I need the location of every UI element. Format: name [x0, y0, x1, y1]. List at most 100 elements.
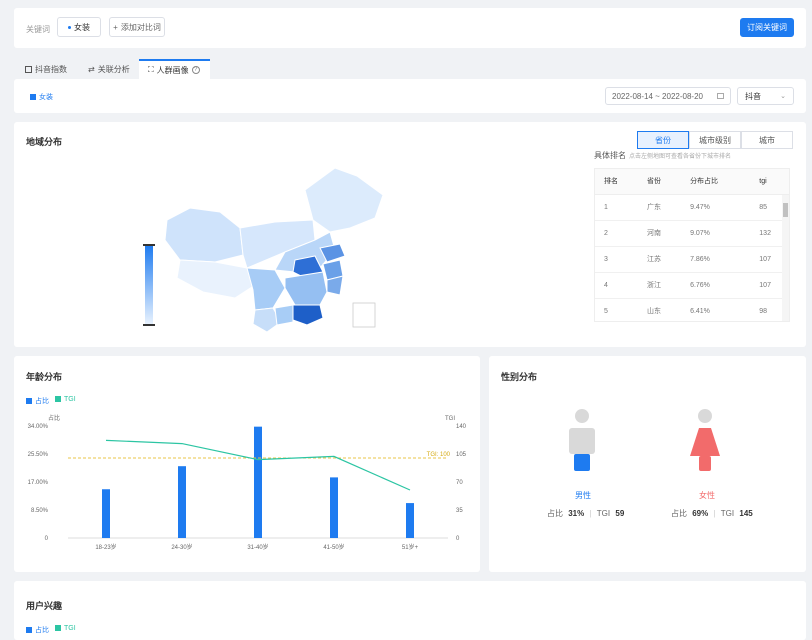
tab-related-analysis[interactable]: ⇄ 关联分析 — [88, 60, 130, 78]
female-label: 女性 — [699, 491, 715, 500]
table-cell: 6.76% — [681, 272, 751, 299]
gender-title: 性别分布 — [501, 372, 538, 382]
col-ratio: 分布占比 — [681, 169, 751, 195]
table-row[interactable]: 3 江苏 7.86% 107 — [595, 246, 789, 273]
legend-label: 占比 — [35, 627, 49, 634]
male-label: 男性 — [575, 491, 591, 500]
map-region-shandong[interactable] — [319, 243, 346, 263]
stat-divider: | — [713, 509, 716, 518]
segment-city[interactable]: 城市 — [741, 131, 793, 149]
map-region-guangdong[interactable] — [292, 304, 324, 326]
left-tick-label: 8.50% — [31, 508, 49, 514]
map-region-north[interactable] — [304, 167, 384, 233]
age-bar[interactable] — [178, 466, 186, 538]
right-tick-label: 35 — [456, 508, 463, 514]
right-tick-label: 70 — [456, 480, 463, 486]
keyword-tag-label: 女装 — [74, 22, 90, 32]
age-title: 年龄分布 — [26, 372, 63, 382]
age-bar[interactable] — [254, 426, 262, 538]
age-bar[interactable] — [102, 489, 110, 538]
south-sea-inset — [352, 302, 376, 328]
male-stats: 占比 31% | TGI 59 — [547, 508, 624, 519]
scale-handle-top[interactable] — [143, 244, 155, 246]
right-tick-label: 140 — [456, 424, 467, 430]
tab-crowd-portrait[interactable]: ⛶ 人群画像 ? — [139, 59, 210, 79]
tab-label: 关联分析 — [97, 64, 130, 74]
filter-bar: 女装 2022-08-14 ~ 2022-08-20 抖音 ⌄ — [14, 79, 806, 113]
tab-douyin-index[interactable]: 抖音指数 — [25, 60, 67, 78]
table-cell: 9.47% — [681, 194, 751, 221]
link-icon: ⇄ — [88, 64, 95, 74]
table-cell: 4 — [595, 272, 639, 299]
x-tick-label: 41-50岁 — [323, 543, 344, 551]
table-row[interactable]: 1 广东 9.47% 85 — [595, 194, 789, 221]
female-figure-icon — [690, 409, 720, 471]
age-chart[interactable]: 占比 TGI 34.00% 25.50% 17.00% 8.50% 0 140 105 70 35 0… — [14, 356, 480, 572]
interest-card: 用户兴趣 占比 TGI — [14, 581, 806, 640]
male-tgi-value: 59 — [615, 509, 625, 518]
legend-label: 女装 — [39, 94, 53, 101]
interest-title: 用户兴趣 — [26, 601, 63, 611]
table-cell: 3 — [595, 246, 639, 273]
segment-province[interactable]: 省份 — [637, 131, 689, 149]
female-tgi-label: TGI — [720, 509, 735, 518]
platform-select[interactable]: 抖音 ⌄ — [737, 87, 794, 105]
tgi-line — [105, 439, 411, 491]
right-tick-label: 0 — [456, 536, 460, 542]
legend-square-icon — [26, 398, 32, 405]
table-row[interactable]: 5 山东 6.41% 98 — [595, 298, 789, 321]
legend-square-icon — [55, 625, 61, 632]
table-row[interactable]: 2 河南 9.07% 132 — [595, 220, 789, 247]
chevron-down-icon: ⌄ — [780, 93, 786, 100]
age-bar[interactable] — [406, 503, 414, 538]
segment-city-level[interactable]: 城市级别 — [689, 131, 741, 149]
male-ratio-value: 31% — [568, 509, 585, 518]
tab-label: 人群画像 — [156, 65, 189, 75]
rank-hint: 点击左侧地图可查看各省份下城市排名 — [629, 154, 732, 160]
table-cell: 98 — [750, 298, 789, 321]
male-tgi-label: TGI — [596, 509, 611, 518]
map-region-south-central[interactable] — [284, 271, 328, 306]
map-region-sichuan[interactable] — [246, 267, 286, 311]
age-bar[interactable] — [330, 477, 338, 538]
right-axis-title: TGI — [445, 416, 455, 422]
interest-legend-ratio[interactable]: 占比 — [26, 625, 49, 635]
map-region-zhejiang[interactable] — [326, 275, 344, 296]
interest-legend-tgi[interactable]: TGI — [55, 625, 76, 632]
rank-title: 具体排名 — [594, 151, 626, 160]
keyword-tag[interactable]: 女装 — [57, 17, 101, 37]
scale-handle-bottom[interactable] — [143, 324, 155, 326]
map-region-yunnan[interactable] — [252, 307, 282, 333]
map-color-scale[interactable] — [143, 244, 155, 326]
col-tgi: tgi — [750, 169, 789, 195]
x-tick-label: 18-23岁 — [95, 543, 116, 551]
age-legend-tgi[interactable]: TGI — [55, 396, 76, 403]
stat-divider: | — [589, 509, 592, 518]
date-range-picker[interactable]: 2022-08-14 ~ 2022-08-20 — [605, 87, 731, 105]
age-legend-ratio[interactable]: 占比 — [26, 396, 49, 406]
keyword-label: 关键词 — [26, 25, 50, 34]
keyword-header: 关键词 女装 + 添加对比词 订阅关键词 — [14, 8, 806, 48]
china-map[interactable] — [135, 160, 395, 335]
table-cell: 河南 — [638, 220, 682, 247]
platform-value: 抖音 — [745, 91, 761, 101]
subscribe-button[interactable]: 订阅关键词 — [740, 18, 794, 37]
table-header-row: 排名 省份 分布占比 tgi — [595, 169, 789, 195]
table-row[interactable]: 4 浙江 6.76% 107 — [595, 272, 789, 299]
map-region-tibet[interactable] — [176, 259, 256, 299]
legend-square-icon — [26, 627, 32, 634]
table-scrollbar[interactable] — [782, 195, 789, 321]
scrollbar-thumb[interactable] — [783, 203, 788, 217]
legend-label: TGI — [64, 625, 76, 632]
map-region-xinjiang[interactable] — [164, 207, 244, 263]
table-cell: 6.41% — [681, 298, 751, 321]
table-cell: 1 — [595, 194, 639, 221]
add-compare-button[interactable]: + 添加对比词 — [109, 17, 165, 37]
map-region-guangxi[interactable] — [274, 304, 294, 326]
calendar-icon — [717, 93, 724, 99]
legend-label: TGI — [64, 396, 76, 403]
plus-icon: + — [113, 22, 118, 32]
help-icon[interactable]: ? — [191, 66, 200, 74]
col-rank: 排名 — [595, 169, 639, 195]
